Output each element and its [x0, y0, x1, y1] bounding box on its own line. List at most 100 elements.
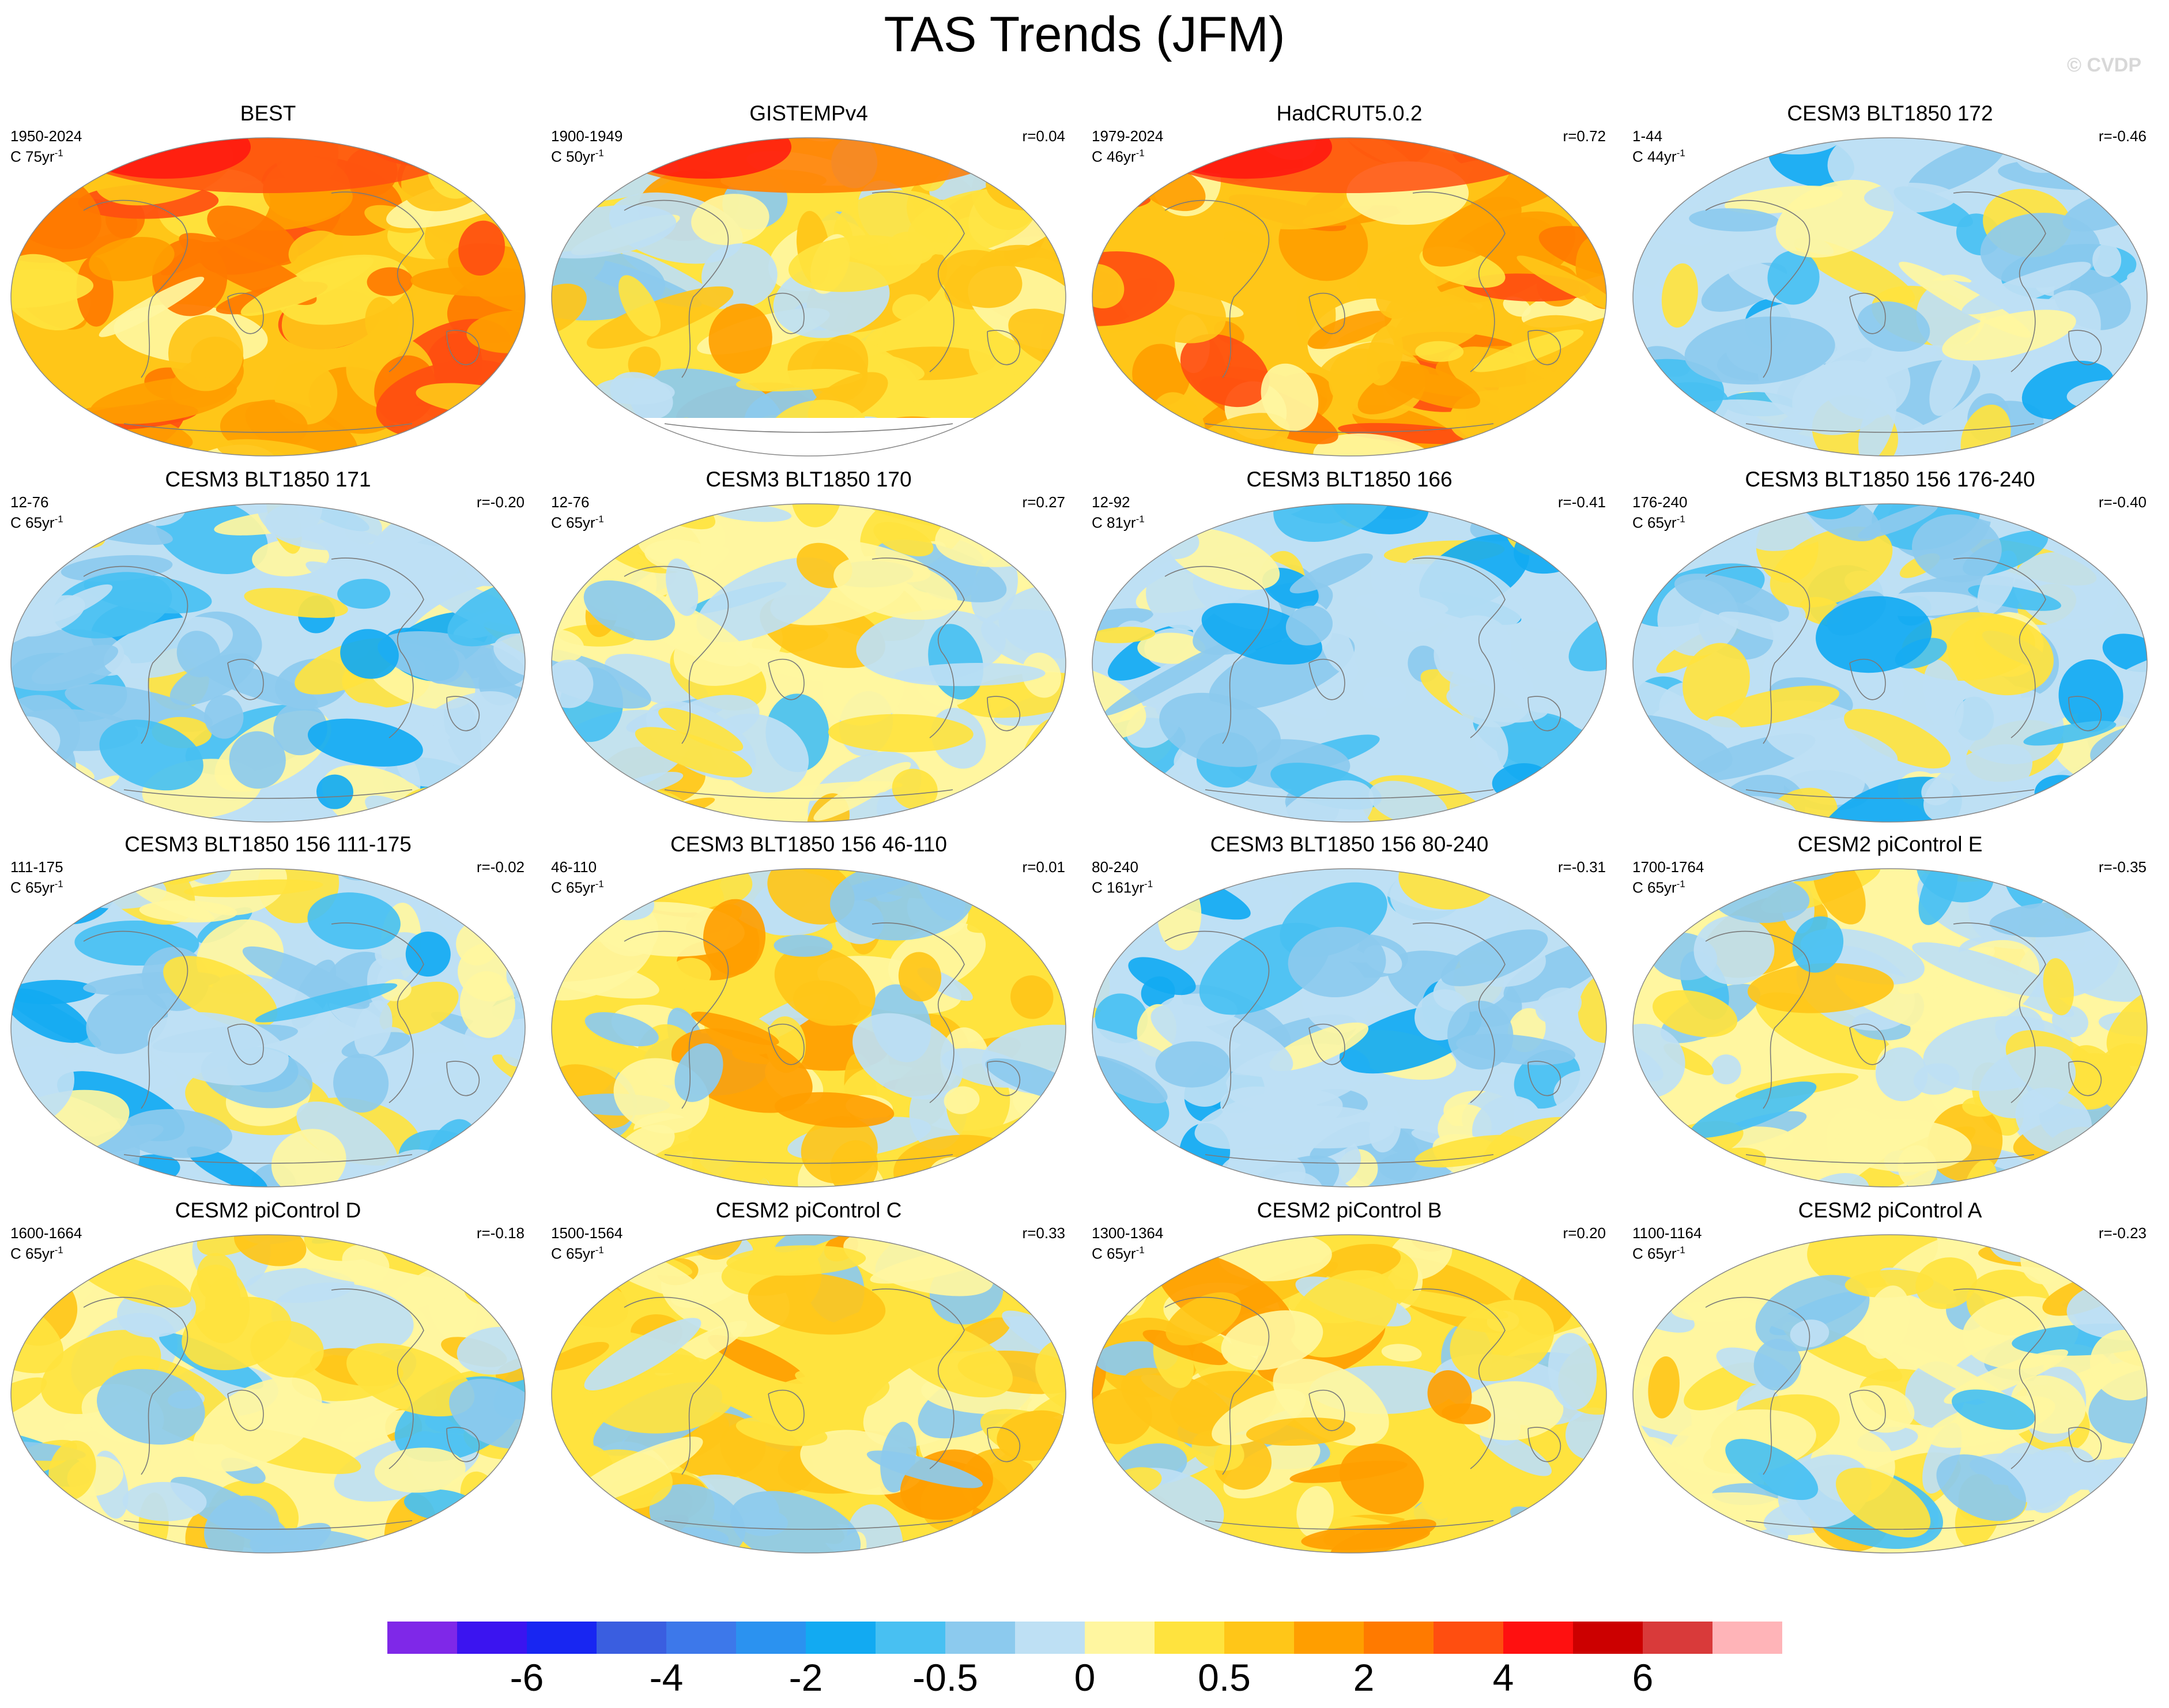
panel-title: HadCRUT5.0.2	[1276, 101, 1423, 125]
panel-period-label: 1-44 C 44yr-1	[1632, 127, 1685, 165]
panel-unit-text: C 161yr	[1092, 878, 1145, 896]
map-panel: CESM2 piControl A 1100-1164 C 65yr-1 r=-0.2…	[1622, 1198, 2158, 1555]
colorbar-swatch	[666, 1622, 737, 1654]
panel-unit-text: C 65yr	[1092, 1245, 1136, 1262]
panel-period-label: 1100-1164 C 65yr-1	[1632, 1224, 1702, 1262]
map-panel: CESM2 piControl C 1500-1564 C 65yr-1 r=0.33	[541, 1198, 1077, 1555]
panel-unit: C 65yr-1	[551, 1245, 604, 1262]
panel-unit: C 65yr-1	[1632, 1245, 1685, 1262]
panel-unit: C 65yr-1	[1092, 1245, 1145, 1262]
panel-unit-text: C 44yr	[1632, 148, 1677, 165]
colorbar-swatch	[736, 1622, 806, 1654]
panel-unit-text: C 50yr	[551, 148, 595, 165]
panel-unit-text: C 65yr	[1632, 514, 1677, 531]
colorbar-tick-label: 2	[1353, 1656, 1375, 1699]
colorbar-swatch	[1015, 1622, 1085, 1654]
robinson-map	[1092, 137, 1607, 457]
map-panel: BEST 1950-2024 C 75yr-1	[0, 101, 536, 458]
panel-title: CESM2 piControl C	[715, 1198, 902, 1222]
map-panel: CESM3 BLT1850 166 12-92 C 81yr-1 r=-0.41	[1081, 467, 1617, 824]
robinson-map	[1092, 1234, 1607, 1554]
panel-unit: C 65yr-1	[10, 1245, 63, 1262]
panel-correlation: r=-0.18	[476, 1224, 525, 1242]
map-panel: CESM3 BLT1850 170 12-76 C 65yr-1 r=0.27	[541, 467, 1077, 824]
panel-period-label: 12-76 C 65yr-1	[10, 493, 63, 531]
robinson-map	[551, 868, 1066, 1187]
panel-unit-text: C 65yr	[551, 1245, 595, 1262]
colorbar	[387, 1622, 1782, 1654]
colorbar-swatch	[1573, 1622, 1643, 1654]
panel-correlation: r=-0.46	[2098, 127, 2147, 145]
map-panel: CESM3 BLT1850 156 80-240 80-240 C 161yr-1 r…	[1081, 832, 1617, 1189]
panel-period-label: 80-240 C 161yr-1	[1092, 858, 1153, 896]
panel-period-label: 1950-2024 C 75yr-1	[10, 127, 82, 165]
panel-period-label: 1900-1949 C 50yr-1	[551, 127, 623, 165]
panel-correlation: r=-0.31	[1557, 858, 1606, 876]
map-panel: HadCRUT5.0.2 1979-2024 C 46yr-1 r=0.72	[1081, 101, 1617, 458]
panel-title: CESM3 BLT1850 156 111-175	[125, 832, 412, 856]
panel-correlation: r=0.33	[1022, 1224, 1065, 1242]
colorbar-swatch	[1364, 1622, 1434, 1654]
panel-unit: C 75yr-1	[10, 148, 63, 165]
robinson-map	[1632, 503, 2148, 823]
panel-title: CESM3 BLT1850 156 46-110	[670, 832, 947, 856]
panel-period: 46-110	[551, 858, 597, 876]
robinson-map	[551, 137, 1066, 457]
colorbar-swatch	[1294, 1622, 1364, 1654]
colorbar-tick-label: 6	[1632, 1656, 1654, 1699]
panel-correlation: r=0.27	[1022, 493, 1065, 511]
colorbar-tick-label: -0.5	[912, 1656, 978, 1699]
panel-period: 1600-1664	[10, 1224, 82, 1242]
robinson-map	[551, 503, 1066, 823]
panel-correlation: r=-0.40	[2098, 493, 2147, 511]
panel-title: CESM2 piControl D	[175, 1198, 361, 1222]
panel-correlation: r=-0.02	[476, 858, 525, 876]
panel-title: GISTEMPv4	[749, 101, 868, 125]
copyright-watermark: © CVDP	[2067, 54, 2141, 76]
colorbar-tick-label: -6	[510, 1656, 544, 1699]
panel-period-label: 111-175 C 65yr-1	[10, 858, 63, 896]
colorbar-tick-label: 0.5	[1198, 1656, 1251, 1699]
panel-period: 1900-1949	[551, 127, 623, 145]
panel-period-label: 1600-1664 C 65yr-1	[10, 1224, 82, 1262]
colorbar-swatch	[457, 1622, 527, 1654]
panel-period: 176-240	[1632, 493, 1688, 511]
panel-title: CESM3 BLT1850 166	[1246, 467, 1453, 491]
panel-title: CESM3 BLT1850 172	[1787, 101, 1993, 125]
panel-unit: C 65yr-1	[1632, 514, 1685, 531]
panel-correlation: r=-0.20	[476, 493, 525, 511]
panel-unit: C 50yr-1	[551, 148, 604, 165]
panel-unit: C 81yr-1	[1092, 514, 1145, 531]
robinson-map	[1632, 137, 2148, 457]
panel-title: CESM3 BLT1850 156 176-240	[1745, 467, 2035, 491]
map-panel: GISTEMPv4 1900-1949 C 50yr-1 r=0.04	[541, 101, 1077, 458]
colorbar-swatch	[597, 1622, 667, 1654]
panel-correlation: r=-0.23	[2098, 1224, 2147, 1242]
robinson-map	[10, 868, 526, 1187]
colorbar-swatch	[1503, 1622, 1574, 1654]
panel-title: CESM2 piControl E	[1797, 832, 1983, 856]
colorbar-swatch	[527, 1622, 597, 1654]
colorbar-swatch	[1155, 1622, 1225, 1654]
panel-period: 1300-1364	[1092, 1224, 1164, 1242]
panel-unit-text: C 46yr	[1092, 148, 1136, 165]
panel-unit-text: C 65yr	[1632, 878, 1677, 896]
colorbar-swatch	[1434, 1622, 1504, 1654]
panel-unit-text: C 65yr	[10, 514, 55, 531]
panel-unit: C 65yr-1	[10, 878, 63, 896]
map-panel: CESM3 BLT1850 156 176-240 176-240 C 65yr-1…	[1622, 467, 2158, 824]
panel-correlation: r=-0.35	[2098, 858, 2147, 876]
panel-period: 1500-1564	[551, 1224, 623, 1242]
panel-period: 12-92	[1092, 493, 1130, 511]
colorbar-swatch	[945, 1622, 1016, 1654]
panel-period-label: 46-110 C 65yr-1	[551, 858, 604, 896]
panel-period: 12-76	[551, 493, 590, 511]
colorbar-swatch	[387, 1622, 458, 1654]
robinson-map	[1632, 868, 2148, 1187]
colorbar-swatch	[876, 1622, 946, 1654]
panel-period: 1-44	[1632, 127, 1663, 145]
figure-title: TAS Trends (JFM)	[884, 7, 1285, 62]
panel-title: BEST	[240, 101, 296, 125]
panel-period-label: 12-76 C 65yr-1	[551, 493, 604, 531]
colorbar-swatch	[1085, 1622, 1155, 1654]
